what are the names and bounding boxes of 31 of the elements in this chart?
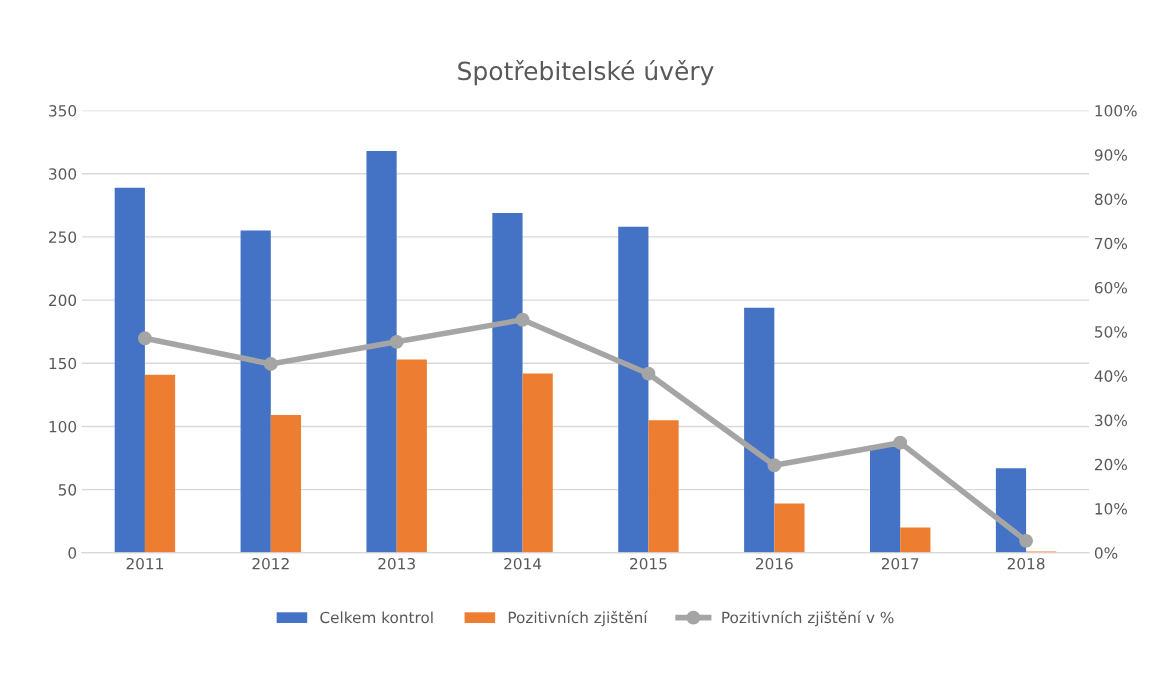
y2-tick-label: 10% xyxy=(1095,503,1128,515)
x-tick-label: 2016 xyxy=(756,557,793,570)
x-tick-label: 2011 xyxy=(126,557,163,570)
x-tick-label: 2014 xyxy=(504,557,542,570)
y-tick-label: 350 xyxy=(49,105,77,117)
chart-title: Spotřebitelské úvěry xyxy=(458,60,714,86)
y-tick-label: 150 xyxy=(49,357,77,370)
y2-tick-label: 40% xyxy=(1094,370,1128,382)
x-tick-label: 2012 xyxy=(252,557,289,570)
y2-tick-label: 0% xyxy=(1094,547,1118,559)
y-tick-label: 100 xyxy=(49,420,77,433)
y2-tick-label: 80% xyxy=(1094,193,1128,206)
y2-tick-label: 70% xyxy=(1095,237,1128,250)
y2-tick-label: 20% xyxy=(1095,458,1128,471)
y-tick-label: 50 xyxy=(58,484,77,496)
legend-label: Pozitivních zjištění v % xyxy=(722,610,894,627)
y2-tick-label: 100% xyxy=(1095,105,1137,117)
y2-tick-label: 60% xyxy=(1094,281,1128,294)
y2-tick-label: 30% xyxy=(1095,414,1128,427)
legend-label: Celkem kontrol xyxy=(320,611,433,624)
y2-tick-label: 90% xyxy=(1094,149,1128,161)
x-tick-label: 2017 xyxy=(881,557,919,570)
legend-label: Pozitivních zjištění xyxy=(508,610,648,627)
y2-tick-label: 50% xyxy=(1095,326,1128,338)
x-tick-label: 2018 xyxy=(1007,557,1045,570)
y-tick-label: 250 xyxy=(49,231,77,243)
x-tick-label: 2013 xyxy=(378,557,415,570)
y-tick-label: 200 xyxy=(49,294,77,307)
x-tick-label: 2015 xyxy=(630,557,667,570)
y-tick-label: 0 xyxy=(68,547,77,559)
y-tick-label: 300 xyxy=(49,168,77,180)
